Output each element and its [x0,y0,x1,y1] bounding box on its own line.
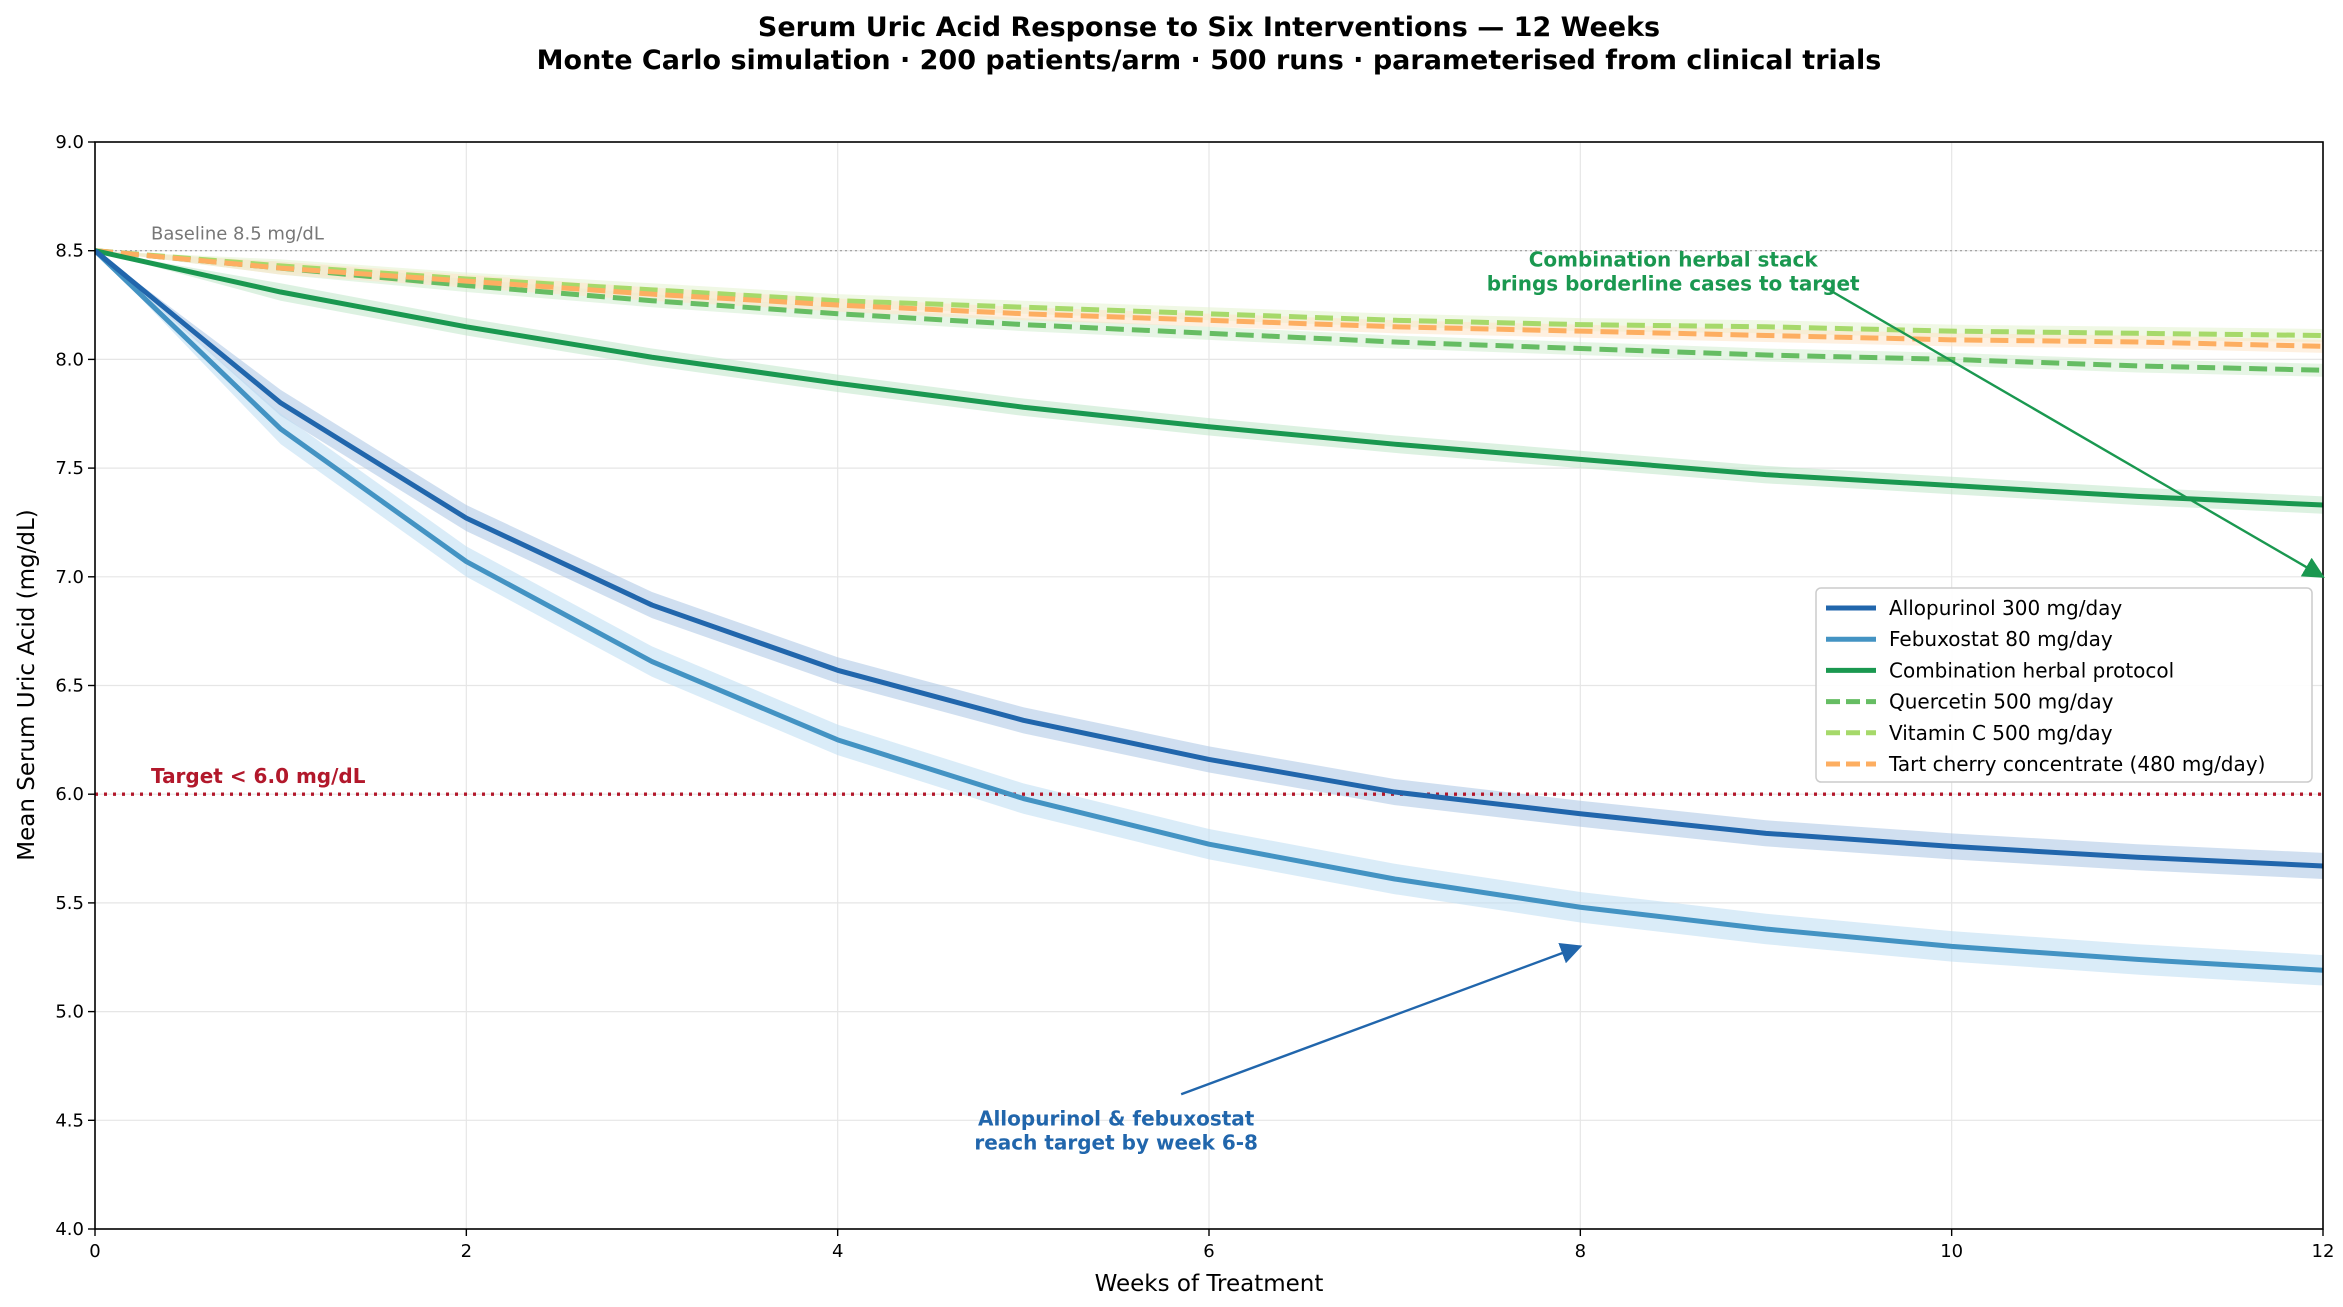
y-tick-label: 8.0 [55,349,84,370]
x-tick-label: 8 [1575,1241,1586,1262]
y-tick-label: 9.0 [55,132,84,153]
legend-label-0: Allopurinol 300 mg/day [1889,596,2122,620]
legend-label-4: Vitamin C 500 mg/day [1889,721,2113,745]
x-tick-label: 10 [1940,1241,1963,1262]
legend-box [1815,587,2313,783]
x-axis-label: Weeks of Treatment [1095,1271,1324,1297]
legend-label-5: Tart cherry concentrate (480 mg/day) [1888,752,2265,776]
annotation-text-1: reach target by week 6-8 [974,1130,1258,1154]
y-tick-label: 5.0 [55,1002,84,1023]
y-axis-label: Mean Serum Uric Acid (mg/dL) [14,509,40,861]
legend-label-1: Febuxostat 80 mg/day [1889,627,2113,651]
y-tick-label: 6.5 [55,676,84,697]
annotation-text-0: Combination herbal stack [1529,248,1819,272]
reference-label-0: Baseline 8.5 mg/dL [151,224,324,245]
band-1 [95,250,2323,986]
y-tick-label: 5.5 [55,893,84,914]
y-axis-ticks: 4.0 4.5 5.0 5.5 6.0 6.5 7.0 7.5 8.0 8.5 9.0 [55,132,95,1240]
y-tick-label: 6.0 [55,784,84,805]
x-tick-label: 12 [2312,1241,2335,1262]
y-tick-label: 4.0 [55,1219,84,1240]
x-tick-label: 0 [89,1241,100,1262]
legend-label-2: Combination herbal protocol [1889,658,2174,682]
reference-label-1: Target < 6.0 mg/dL [151,764,366,788]
y-tick-label: 4.5 [55,1110,84,1131]
series-line-1 [95,248,2323,973]
y-tick-label: 7.5 [55,458,84,479]
legend-label-3: Quercetin 500 mg/day [1889,690,2114,714]
annotation-arrow-0 [1821,284,2325,578]
x-tick-label: 2 [461,1241,472,1262]
annotation-text-1: Allopurinol & febuxostat [978,1106,1255,1130]
band-2 [95,250,2323,514]
series-line-3 [95,248,2323,373]
series-line-2 [95,248,2323,508]
series-line-5 [95,248,2323,349]
x-tick-label: 4 [832,1241,843,1262]
y-tick-label: 7.0 [55,567,84,588]
series-lines [95,248,2323,973]
annotation-text-0: brings borderline cases to target [1487,272,1860,296]
x-axis-ticks: 0 2 4 6 8 10 12 [89,1229,2334,1262]
reference-lines: Baseline 8.5 mg/dL Target < 6.0 mg/dL [95,224,2323,796]
chart-subtitle: Monte Carlo simulation · 200 patients/ar… [537,45,1882,76]
band-0 [95,250,2323,879]
x-tick-label: 6 [1203,1241,1214,1262]
annotation-arrow-1 [1180,943,1583,1096]
series-line-0 [95,248,2323,869]
y-tick-label: 8.5 [55,241,84,262]
chart-title: Serum Uric Acid Response to Six Interven… [758,12,1660,43]
legend: Allopurinol 300 mg/day Febuxostat 80 mg/d… [1815,587,2313,783]
